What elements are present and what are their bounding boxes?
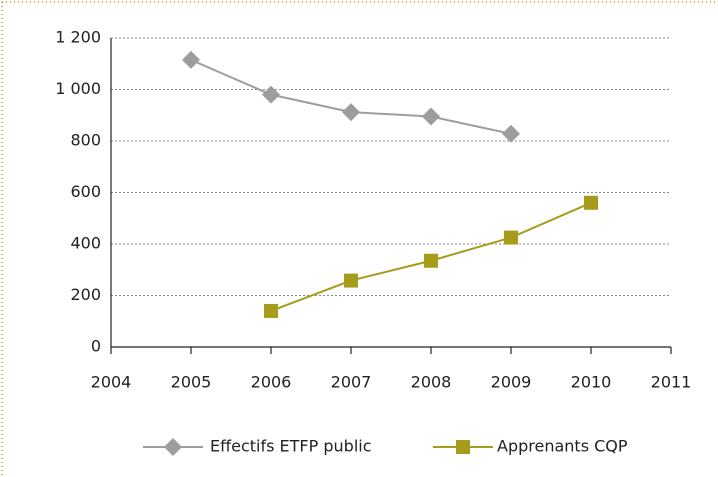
point xyxy=(264,303,278,318)
point xyxy=(262,85,280,104)
x-tick-label: 2005 xyxy=(171,373,212,392)
point xyxy=(182,50,200,69)
x-tick-label: 2008 xyxy=(411,373,452,392)
legend-marker xyxy=(164,438,182,456)
legend-marker xyxy=(456,440,470,454)
x-tick-label: 2007 xyxy=(331,373,372,392)
x-tick-label: 2009 xyxy=(491,373,532,392)
point xyxy=(424,253,438,268)
y-tick-label: 0 xyxy=(91,337,101,356)
point xyxy=(422,107,440,126)
point xyxy=(502,124,520,143)
x-tick-label: 2004 xyxy=(91,373,132,392)
y-tick-label: 1 200 xyxy=(55,28,101,47)
y-tick-label: 800 xyxy=(70,131,101,150)
y-tick-label: 1 000 xyxy=(55,79,101,98)
x-tick-label: 2011 xyxy=(651,373,692,392)
series-line xyxy=(190,58,512,135)
point xyxy=(504,230,518,245)
point xyxy=(342,103,360,122)
y-tick-label: 200 xyxy=(70,285,101,304)
legend-label: Apprenants CQP xyxy=(497,437,628,456)
point xyxy=(584,195,598,210)
point xyxy=(344,273,358,288)
y-tick-label: 400 xyxy=(70,234,101,253)
x-tick-label: 2010 xyxy=(571,373,612,392)
legend-label: Effectifs ETFP public xyxy=(210,437,372,456)
x-tick-label: 2006 xyxy=(251,373,292,392)
y-tick-label: 600 xyxy=(70,182,101,201)
